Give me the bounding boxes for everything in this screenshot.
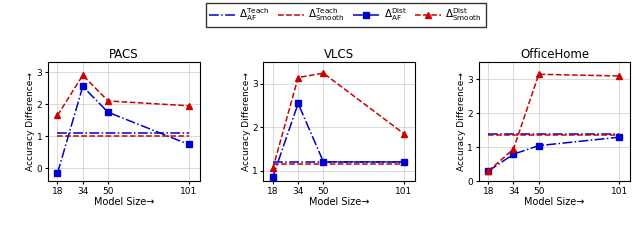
Legend: $\Delta^{\mathrm{Teach}}_{\mathrm{AF}}$, $\Delta^{\mathrm{Teach}}_{\mathrm{Smoot: $\Delta^{\mathrm{Teach}}_{\mathrm{AF}}$,… bbox=[205, 3, 486, 27]
X-axis label: Model Size→: Model Size→ bbox=[524, 197, 585, 207]
Title: PACS: PACS bbox=[109, 48, 139, 61]
Y-axis label: Accuracy Difference→: Accuracy Difference→ bbox=[26, 72, 35, 171]
Y-axis label: Accuracy Difference→: Accuracy Difference→ bbox=[457, 72, 466, 171]
Title: VLCS: VLCS bbox=[324, 48, 355, 61]
Title: OfficeHome: OfficeHome bbox=[520, 48, 589, 61]
Y-axis label: Accuracy Difference→: Accuracy Difference→ bbox=[242, 72, 251, 171]
X-axis label: Model Size→: Model Size→ bbox=[93, 197, 154, 207]
X-axis label: Model Size→: Model Size→ bbox=[309, 197, 369, 207]
